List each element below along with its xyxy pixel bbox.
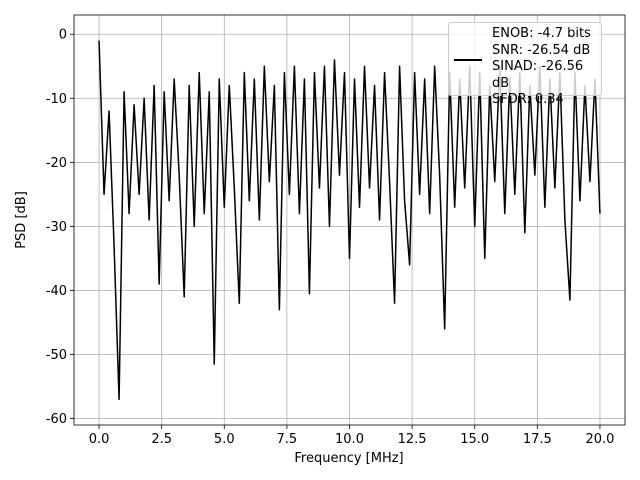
x-tick-label: 15.0 [460, 432, 489, 447]
y-tick-label: -50 [46, 348, 67, 363]
x-tick-label: 2.5 [151, 432, 172, 447]
x-tick-label: 12.5 [398, 432, 427, 447]
legend-label: ENOB: -4.7 bits SNR: -26.54 dB SINAD: -2… [492, 26, 591, 107]
data-line [98, 40, 601, 401]
x-tick-label: 17.5 [523, 432, 552, 447]
plot-frame [73, 14, 626, 426]
legend: ENOB: -4.7 bits SNR: -26.54 dB SINAD: -2… [448, 22, 602, 107]
x-tick-label: 7.5 [277, 432, 298, 447]
x-tick-label: 20.0 [585, 432, 614, 447]
y-tick-label: 0 [59, 28, 67, 43]
x-tick-label: 0.0 [89, 432, 110, 447]
y-tick-label: -30 [46, 220, 67, 235]
x-tick-label: 5.0 [214, 432, 235, 447]
x-axis-label: Frequency [MHz] [294, 451, 403, 466]
y-tick-label: -40 [46, 284, 67, 299]
y-tick-label: -60 [46, 412, 67, 427]
y-tick-label: -10 [46, 92, 67, 107]
x-tick-label: 10.0 [335, 432, 364, 447]
legend-swatch [454, 59, 482, 61]
y-tick-label: -20 [46, 156, 67, 171]
y-axis-label: PSD [dB] [14, 191, 29, 249]
